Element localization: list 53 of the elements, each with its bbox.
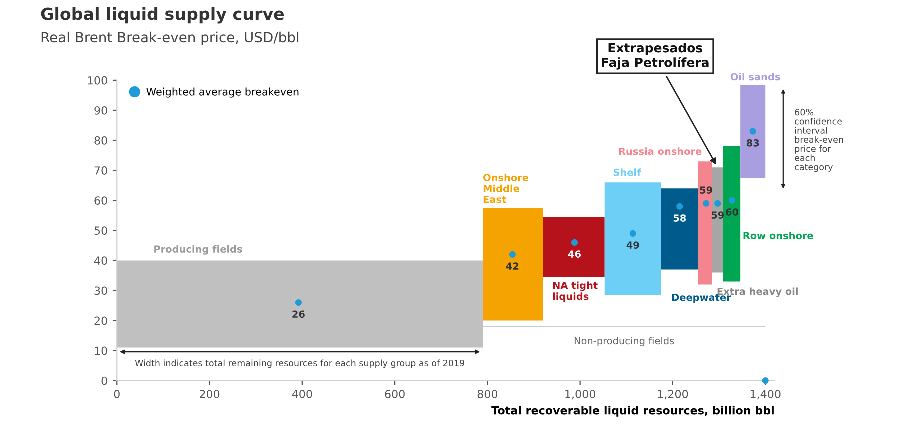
x-tick-label: 600 (385, 390, 405, 398)
y-tick-label: 20 (94, 316, 108, 326)
y-tick-label: 70 (94, 166, 108, 175)
annotation: Russia onshore (619, 148, 702, 156)
point (728, 197, 736, 204)
data-label: 49 (626, 242, 640, 249)
point (703, 200, 710, 207)
data-label: 26 (292, 310, 305, 318)
x-tick-label: 1,400 (750, 390, 781, 400)
x-tick-label: 800 (478, 390, 498, 398)
y-tick-label: 50 (94, 226, 108, 236)
annotation: NA tight liquids (553, 282, 598, 302)
annotation: Producing fields (154, 245, 242, 255)
data-label: 58 (674, 214, 686, 222)
point (509, 251, 516, 258)
y-tick-label: 80 (94, 136, 108, 145)
annotation: Onshore Middle East (484, 174, 529, 204)
data-label: 46 (568, 250, 582, 258)
annotation: Shelf (614, 168, 642, 176)
point (630, 230, 636, 237)
data-label: 59 (700, 186, 712, 194)
point (750, 128, 756, 135)
x-axis-title: Total recoverable liquid resources, billion bbl (492, 406, 774, 417)
annotation: Width indicates total remaining resources for each supply group as of 2019 (135, 360, 465, 368)
point (295, 299, 302, 306)
point (571, 239, 578, 246)
y-tick-label: 30 (94, 286, 108, 296)
y-tick-label: 60 (94, 196, 108, 205)
y-tick-label: 10 (95, 346, 108, 356)
annotation: Deepwater (672, 294, 732, 304)
chart-subtitle: Real Brent Break-even price, USD/bbl (42, 32, 299, 46)
y-tick-label: 40 (94, 256, 108, 266)
annotation: Non-producing fields (574, 337, 674, 346)
point (762, 378, 769, 384)
y-tick-label: 90 (94, 106, 108, 115)
x-tick-label: 1,000 (566, 390, 596, 400)
annotation: Row onshore (744, 232, 814, 240)
legend-label: Weighted average breakeven (146, 88, 299, 98)
x-tick-label: 400 (292, 390, 312, 398)
text: 60% confidence interval break-even price for each category (795, 109, 844, 172)
data-label: 83 (746, 139, 760, 147)
data-label: 60 (726, 208, 739, 216)
annotation: Extrapesados Faja Petrolífera (602, 43, 709, 70)
x-tick-label: 0 (114, 390, 120, 398)
y-tick-label: 0 (102, 376, 108, 386)
chart-title: Global liquid supply curve (41, 7, 284, 24)
annotation: Oil sands (730, 73, 780, 81)
x-tick-label: 1,200 (658, 390, 688, 400)
point (714, 200, 722, 207)
x-tick-label: 200 (200, 390, 220, 398)
point (676, 203, 684, 210)
data-label: 42 (506, 262, 519, 270)
y-tick-label: 100 (88, 76, 108, 85)
